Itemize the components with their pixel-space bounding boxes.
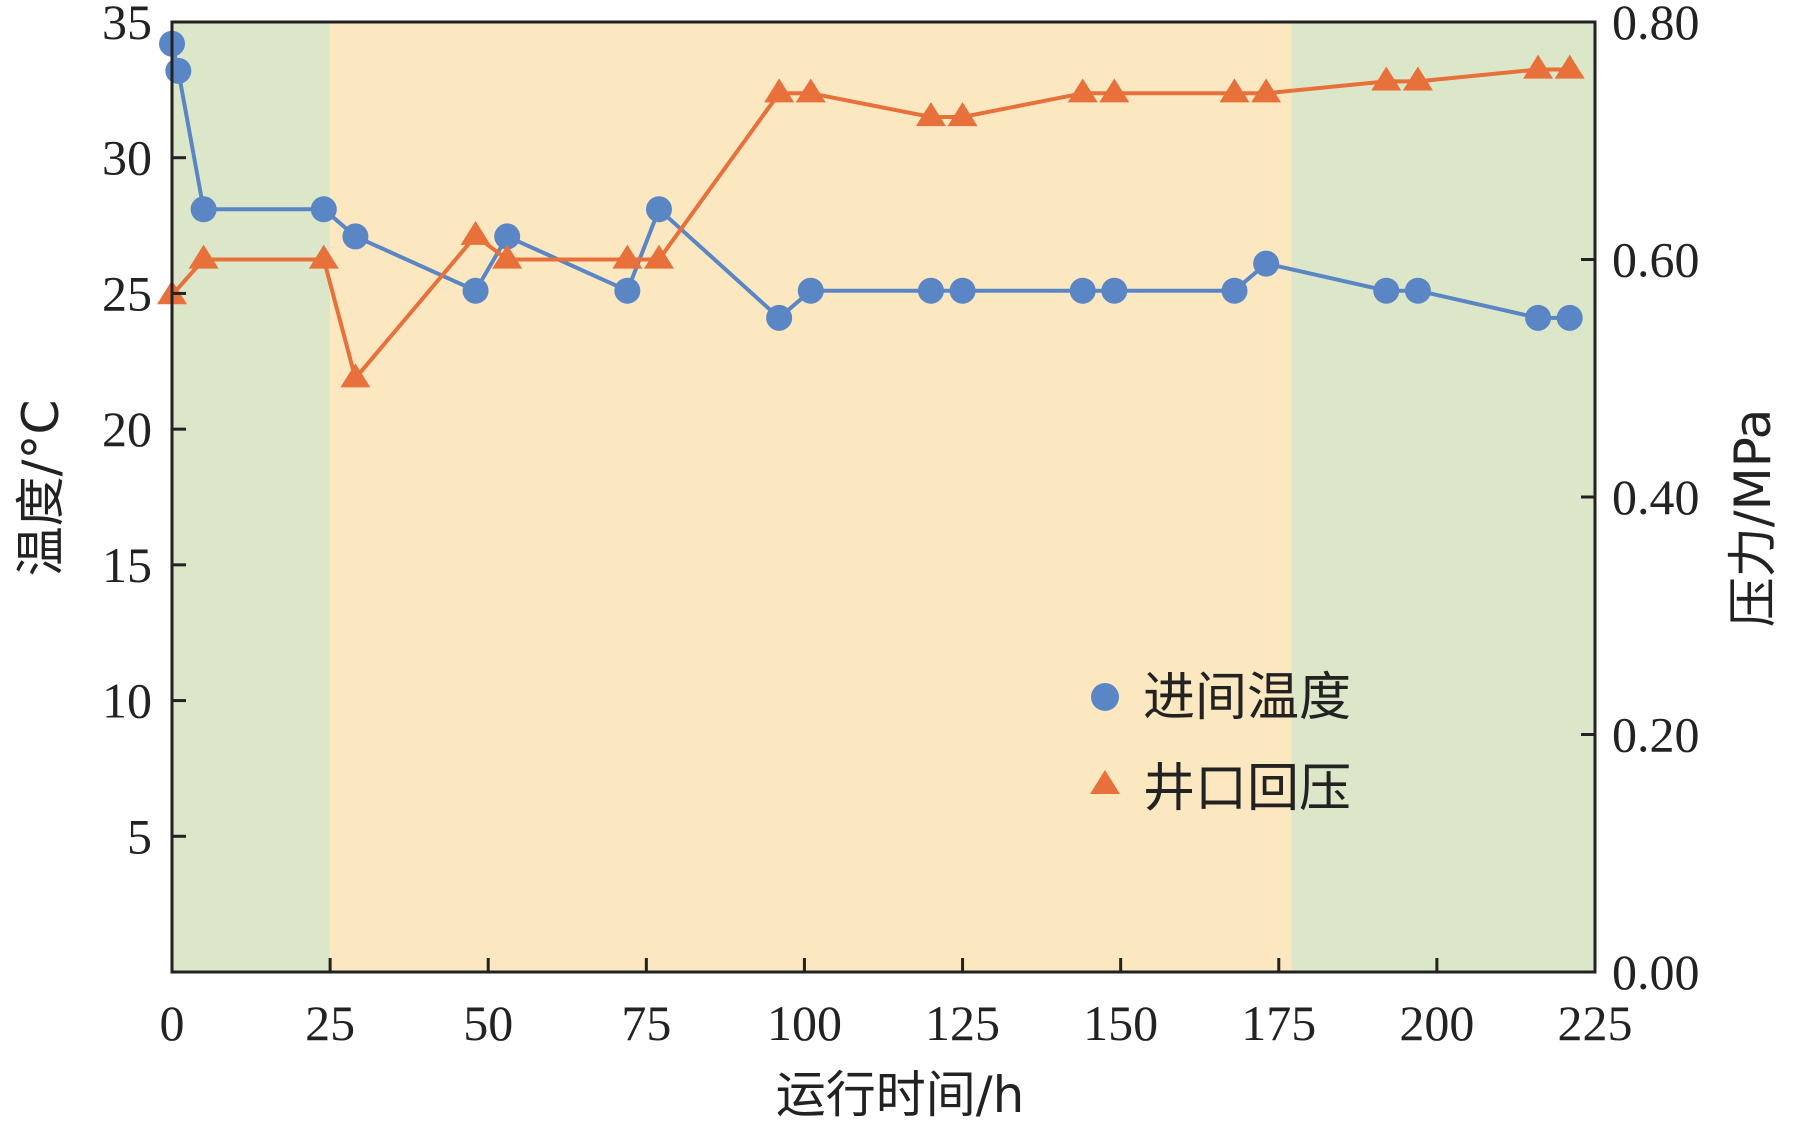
x-tick-label: 50 — [463, 995, 513, 1051]
pressure-point-11 — [947, 102, 978, 127]
y-left-tick-label: 15 — [102, 537, 152, 593]
temperature-point-15 — [1221, 277, 1248, 304]
x-tick-label: 150 — [1083, 995, 1158, 1051]
background-band-2 — [1291, 22, 1595, 972]
temperature-point-9 — [766, 304, 793, 331]
x-tick-label: 100 — [767, 995, 842, 1051]
legend-pressure-label: 井口回压 — [1143, 759, 1351, 819]
temperature-point-14 — [1101, 277, 1128, 304]
temperature-point-19 — [1525, 304, 1552, 331]
pressure-point-7 — [643, 244, 674, 269]
x-tick-label: 125 — [925, 995, 1000, 1051]
legend-pressure-marker — [1090, 770, 1120, 794]
temperature-point-17 — [1373, 277, 1400, 304]
temperature-point-11 — [917, 277, 944, 304]
pressure-point-5 — [492, 244, 523, 269]
pressure-point-19 — [1554, 54, 1585, 79]
temperature-point-5 — [462, 277, 489, 304]
x-tick-label: 25 — [305, 995, 355, 1051]
pressure-point-8 — [764, 78, 795, 103]
temperature-point-2 — [190, 196, 217, 223]
temperature-point-18 — [1404, 277, 1431, 304]
y-right-tick-label: 0.20 — [1612, 707, 1700, 763]
temperature-point-6 — [494, 223, 521, 250]
temperature-point-16 — [1253, 250, 1280, 277]
y-right-tick-label: 0.00 — [1612, 944, 1700, 1000]
y-left-tick-label: 25 — [102, 265, 152, 321]
temperature-point-10 — [797, 277, 824, 304]
y-right-tick-label: 0.80 — [1612, 0, 1700, 50]
series-line-1 — [170, 67, 1570, 381]
temperature-point-13 — [1069, 277, 1096, 304]
x-tick-label: 0 — [160, 995, 185, 1051]
pressure-point-14 — [1219, 78, 1250, 103]
temperature-point-4 — [342, 223, 369, 250]
tick-labels: 0 25 50 75 100 125 150 175 200 225 5 10 15 20 25 30 35 0.… — [102, 0, 1700, 1051]
pressure-point-4 — [460, 220, 491, 245]
y-left-tick-label: 30 — [102, 130, 152, 186]
y-right-axis-title: 压力/MPa — [1724, 409, 1782, 628]
temperature-point-12 — [949, 277, 976, 304]
temperature-point-20 — [1556, 304, 1583, 331]
pressure-point-6 — [612, 244, 643, 269]
legend-temperature-label: 进间温度 — [1143, 668, 1351, 728]
y-left-tick-label: 35 — [102, 0, 152, 50]
pressure-point-17 — [1402, 66, 1433, 91]
legend: 进间温度 井口回压 — [1090, 668, 1351, 819]
pressure-point-15 — [1251, 78, 1282, 103]
legend-temperature-marker — [1091, 683, 1119, 711]
pressure-point-10 — [915, 102, 946, 127]
x-tick-label: 175 — [1241, 995, 1316, 1051]
temperature-point-1 — [165, 57, 192, 84]
temperature-point-7 — [614, 277, 641, 304]
pressure-point-18 — [1523, 54, 1554, 79]
y-left-axis-title: 温度/°C — [12, 400, 70, 577]
pressure-point-12 — [1067, 78, 1098, 103]
background-bands — [172, 22, 1595, 972]
pressure-point-2 — [308, 244, 339, 269]
pressure-point-9 — [795, 78, 826, 103]
temperature-point-3 — [310, 196, 337, 223]
x-tick-label: 75 — [621, 995, 671, 1051]
temperature-point-8 — [645, 196, 672, 223]
background-band-1 — [330, 22, 1292, 972]
x-tick-label: 200 — [1399, 995, 1474, 1051]
x-axis-title: 运行时间/h — [776, 1066, 1025, 1124]
y-left-tick-label: 5 — [127, 808, 152, 864]
y-right-tick-label: 0.60 — [1612, 232, 1700, 288]
pressure-point-13 — [1099, 78, 1130, 103]
x-tick-label: 225 — [1558, 995, 1633, 1051]
pressure-point-16 — [1371, 66, 1402, 91]
y-left-tick-label: 20 — [102, 401, 152, 457]
pressure-point-3 — [340, 363, 371, 388]
pressure-point-1 — [188, 244, 219, 269]
axes — [170, 20, 1597, 974]
y-right-tick-label: 0.40 — [1612, 469, 1700, 525]
y-left-tick-label: 10 — [102, 673, 152, 729]
